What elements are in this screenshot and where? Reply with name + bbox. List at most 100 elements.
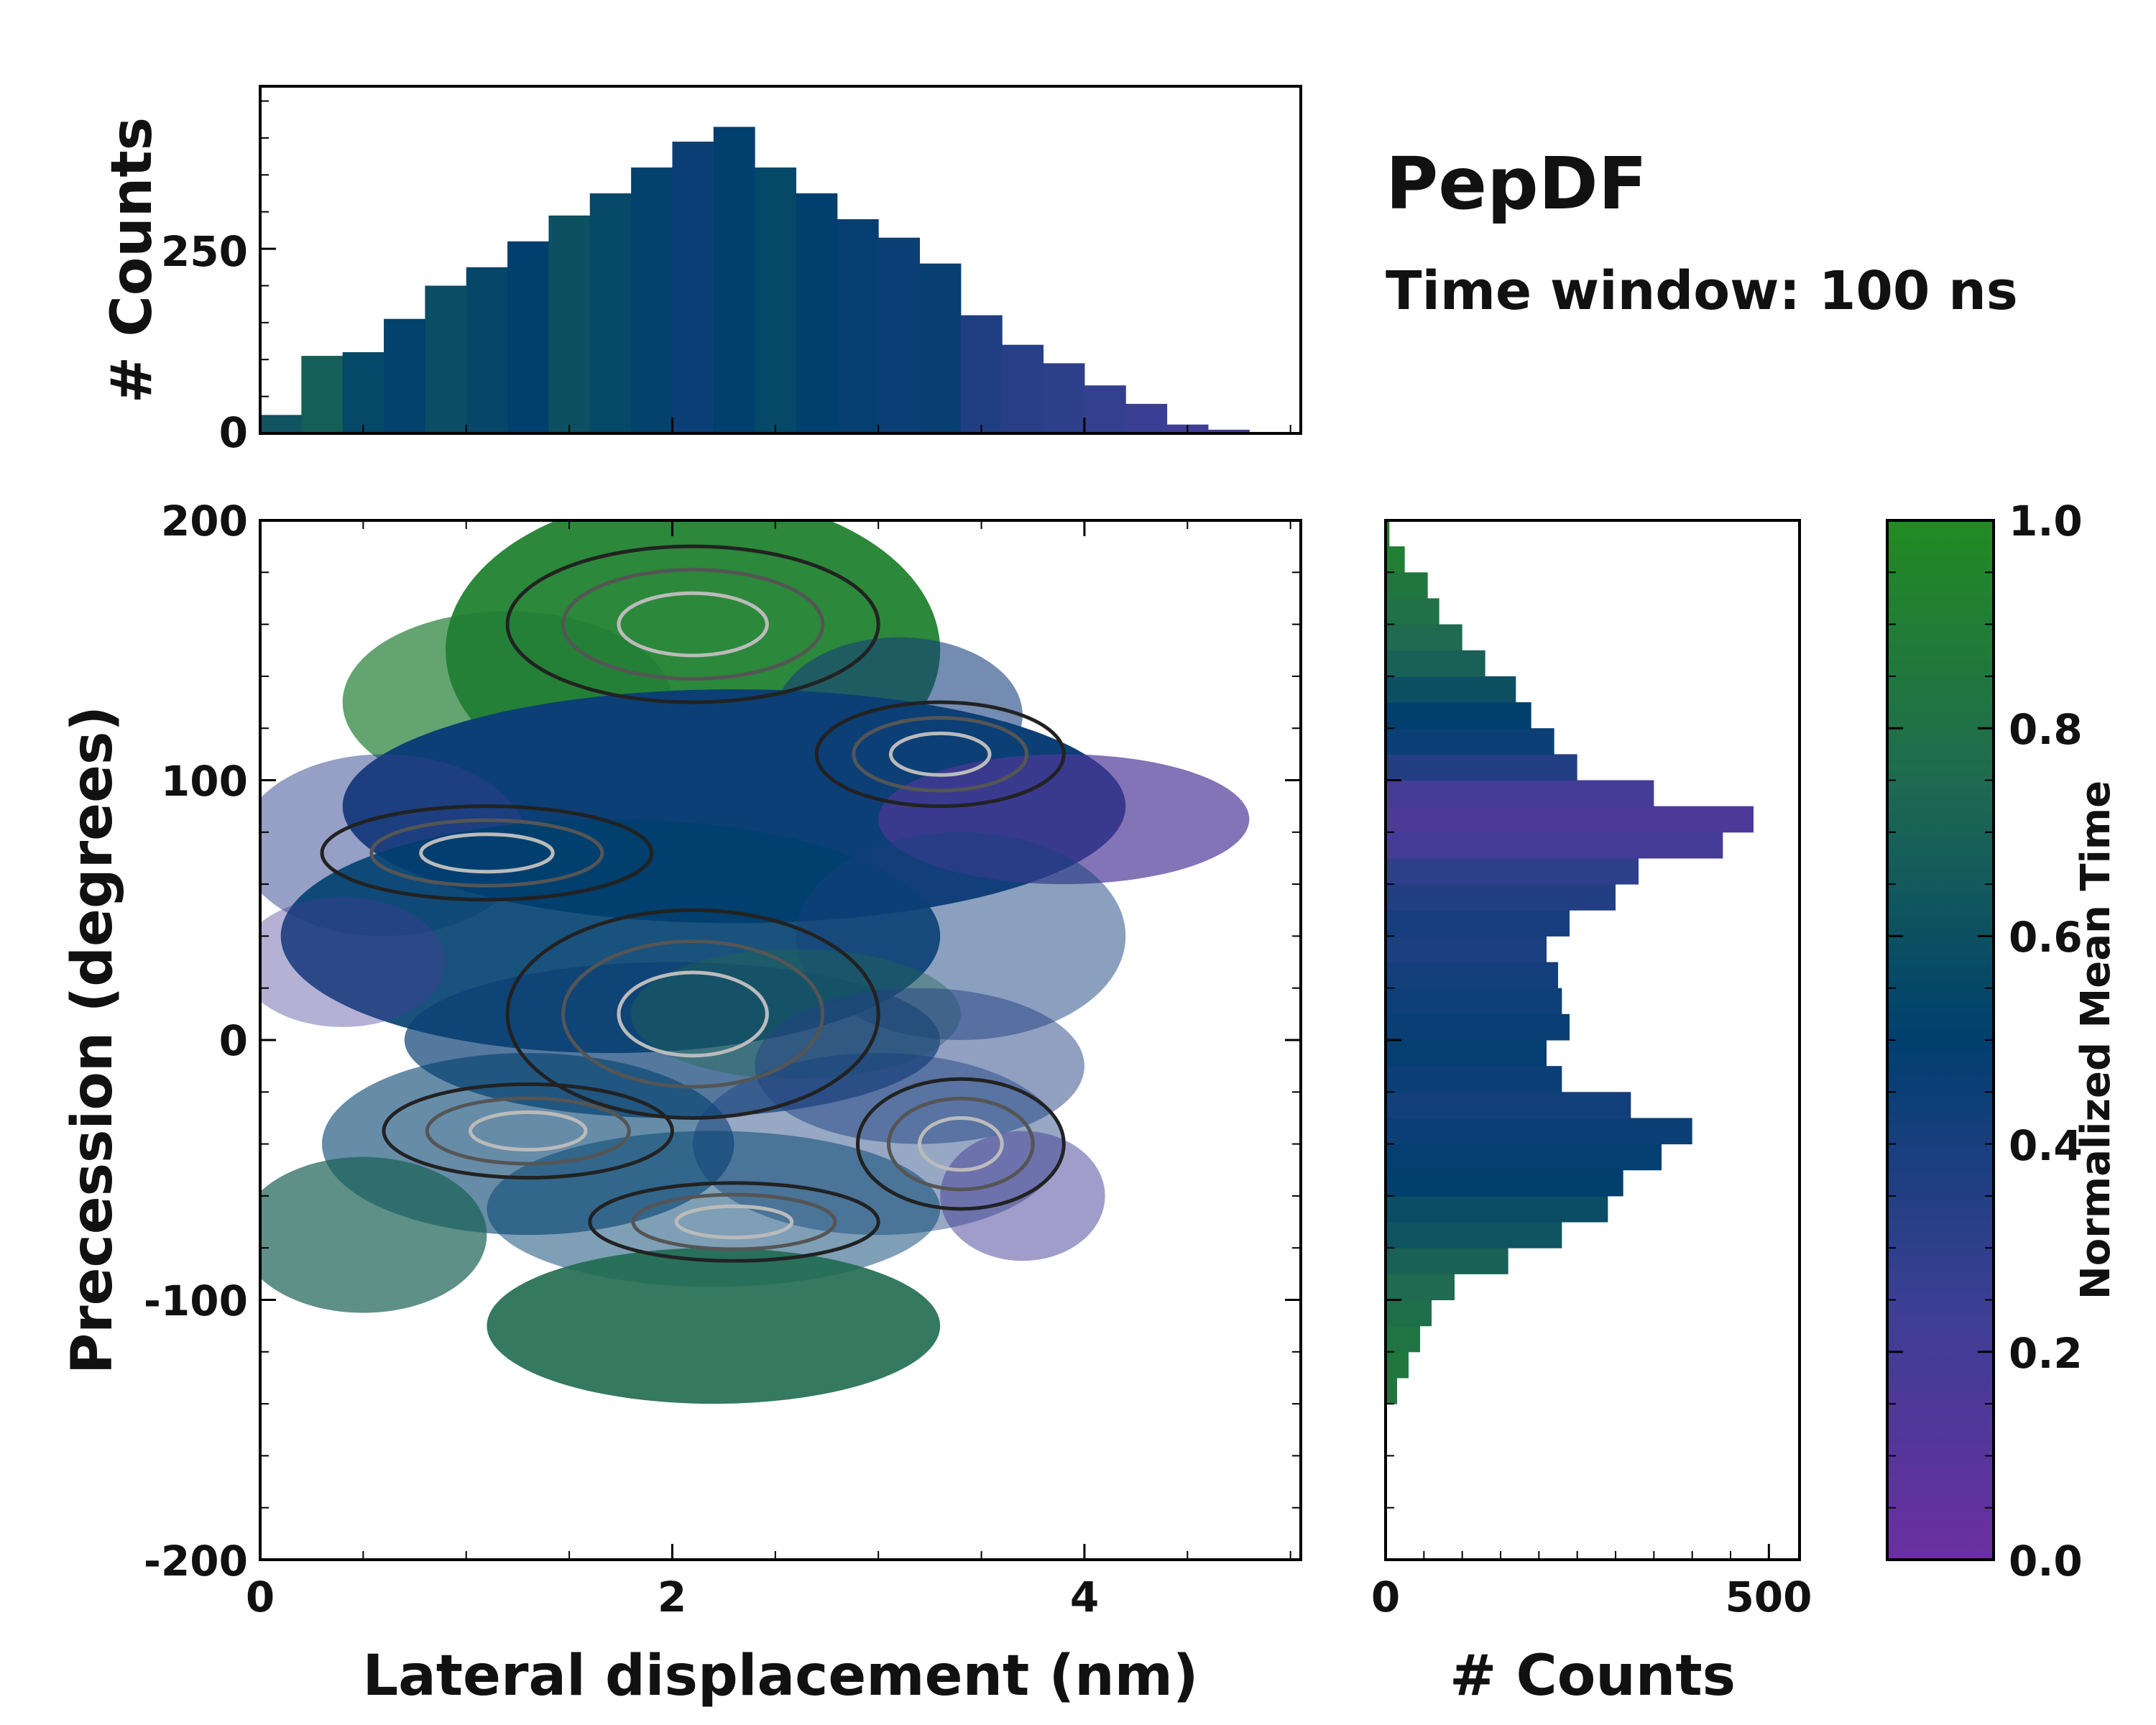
colorbar-tick-0.8: 0.8 — [2009, 705, 2083, 754]
top-histogram-bar — [1002, 344, 1044, 433]
right-histogram-bar — [1386, 1144, 1662, 1171]
top-histogram-bar — [713, 126, 755, 433]
ytick-minus-200: -200 — [144, 1537, 248, 1586]
contour-line — [918, 1116, 1004, 1172]
ytick-minus-100: -100 — [144, 1276, 248, 1325]
right-histogram-bar — [1386, 857, 1639, 885]
right-histogram-bar — [1386, 728, 1554, 755]
top-histogram-bar — [466, 267, 508, 433]
right-histogram-bar — [1386, 1377, 1397, 1404]
heatmap-density-region — [260, 897, 446, 1027]
right-histogram-bar — [1386, 1300, 1432, 1327]
right-histogram-xlabel: # Counts — [1450, 1644, 1736, 1708]
contour-line — [856, 1077, 1066, 1211]
colorbar-tick-0.2: 0.2 — [2009, 1329, 2083, 1378]
right-histogram-bar — [1386, 832, 1723, 859]
top-histogram-bar — [755, 167, 797, 434]
top-histogram-bar — [919, 263, 962, 433]
contour-line — [419, 832, 555, 874]
top-histogram-bar — [260, 415, 302, 433]
contour-line — [617, 970, 769, 1058]
contour-line — [674, 1204, 794, 1240]
contour-line — [887, 1096, 1035, 1192]
top-histogram-bar — [384, 318, 425, 433]
right-histogram-bar — [1386, 780, 1654, 807]
top-ytick-250: 250 — [161, 227, 248, 276]
right-histogram-bar — [1386, 884, 1616, 911]
right-histogram-bar — [1386, 910, 1570, 937]
top-histogram-bar — [960, 315, 1003, 433]
heatmap-density-blobs — [260, 520, 1250, 1404]
contour-line — [320, 804, 654, 902]
right-histogram-bar — [1386, 1274, 1455, 1300]
right-histogram-bar — [1386, 1118, 1692, 1145]
heatmap-density-region — [487, 1248, 941, 1404]
contour-line — [617, 591, 769, 658]
right-histogram-bar — [1386, 806, 1754, 833]
contour-line — [561, 568, 825, 681]
right-histogram-bar — [1386, 520, 1390, 547]
ytick-100: 100 — [161, 757, 248, 806]
chart-title: PepDF — [1386, 142, 1647, 226]
right-histogram-bar — [1386, 1325, 1420, 1353]
top-histogram-bar — [425, 285, 467, 433]
right-histogram-bar — [1386, 676, 1516, 703]
top-histogram-bar — [1207, 429, 1250, 433]
heatmap-contour-lines — [320, 544, 1066, 1263]
contour-line — [382, 1082, 674, 1180]
xtick-4: 4 — [1070, 1573, 1099, 1622]
right-histogram-bar — [1386, 546, 1405, 573]
main-heatmap: 0 2 4 200 100 0 -100 -200 Lateral displa… — [60, 497, 1302, 1708]
right-histogram-bar — [1386, 650, 1485, 677]
right-histogram-bar — [1386, 1195, 1608, 1223]
top-histogram-bars — [260, 126, 1291, 434]
right-histogram-bar — [1386, 1169, 1623, 1197]
top-histogram-bar — [1084, 385, 1126, 433]
right-histogram-bars — [1386, 520, 1754, 1404]
right-histogram-bar — [1386, 1066, 1562, 1092]
heatmap-density-region — [796, 832, 1126, 1040]
top-histogram-bar — [631, 167, 673, 434]
right-histogram-bar — [1386, 572, 1428, 599]
right-xtick-500: 500 — [1725, 1573, 1812, 1622]
contour-line — [631, 1192, 837, 1251]
top-histogram-bar — [548, 215, 591, 433]
top-histogram-bar — [1125, 403, 1168, 433]
ytick-200: 200 — [161, 497, 248, 546]
top-histogram-bar — [301, 356, 344, 433]
colorbar-tick-0.6: 0.6 — [2009, 913, 2083, 962]
right-histogram-bar — [1386, 936, 1547, 963]
chart-subtitle: Time window: 100 ns — [1386, 260, 2018, 322]
top-histogram: 0 250 # Counts — [100, 85, 1302, 457]
ytick-0: 0 — [219, 1016, 248, 1065]
contour-line — [425, 1096, 631, 1166]
right-histogram-bar — [1386, 1351, 1409, 1379]
contour-line — [588, 1181, 880, 1263]
top-histogram-bar — [878, 237, 921, 433]
top-histogram-bar — [672, 142, 714, 433]
contour-line — [814, 700, 1066, 809]
right-xtick-0: 0 — [1371, 1573, 1400, 1622]
top-histogram-bar — [589, 193, 632, 433]
right-histogram-bar — [1386, 702, 1531, 729]
top-histogram-bar — [796, 193, 838, 433]
right-histogram-bar — [1386, 598, 1439, 625]
colorbar-tick-0.4: 0.4 — [2009, 1121, 2083, 1170]
contour-line — [888, 731, 992, 777]
colorbar-ticks — [1887, 519, 1994, 1561]
top-histogram-bar — [342, 351, 384, 433]
right-histogram: 0 500 # Counts — [1371, 519, 1812, 1708]
main-plot-ticks — [259, 519, 1301, 1561]
right-histogram-bar — [1386, 1248, 1508, 1274]
xtick-0: 0 — [246, 1573, 275, 1622]
top-histogram-bar — [837, 218, 879, 433]
contour-line — [852, 716, 1029, 793]
heatmap-density-region — [260, 1156, 487, 1313]
contour-line — [468, 1110, 588, 1152]
right-histogram-ticks — [1384, 519, 1770, 1561]
top-histogram-ylabel: # Counts — [100, 117, 165, 403]
top-histogram-bar — [507, 241, 549, 433]
colorbar: 0.0 0.2 0.4 0.6 0.8 1.0 Normalized Mean … — [1886, 497, 2119, 1586]
top-ytick-0: 0 — [219, 408, 248, 457]
colorbar-tick-1.0: 1.0 — [2009, 497, 2083, 546]
